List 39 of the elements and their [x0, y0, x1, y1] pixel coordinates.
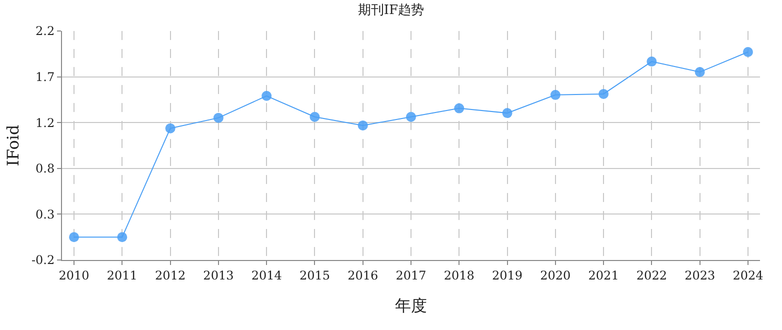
- x-tick-label: 2011: [106, 268, 138, 282]
- point: [262, 90, 272, 101]
- point: [694, 67, 705, 78]
- y-tick-label: 1.2: [36, 116, 55, 130]
- point: [550, 90, 560, 100]
- chart-title: 期刊IF趋势: [358, 3, 424, 18]
- x-tick-label: 2017: [396, 268, 426, 282]
- x-tick-label: 2013: [203, 268, 234, 282]
- y-tick-label: -0.2: [31, 253, 55, 268]
- point: [742, 46, 753, 57]
- point: [213, 112, 224, 123]
- x-tick-label: 2015: [299, 268, 330, 282]
- x-tick-label: 2021: [588, 268, 619, 282]
- point: [646, 56, 657, 67]
- x-tick-label: 2012: [155, 268, 186, 282]
- y-axis-title: IFoid: [3, 124, 22, 166]
- x-tick-label: 2019: [492, 268, 523, 282]
- y-tick-label: 0.3: [36, 207, 55, 222]
- point: [358, 120, 368, 130]
- y-tick-label: 0.8: [36, 162, 55, 176]
- x-axis-title: 年度: [395, 296, 427, 316]
- point: [406, 112, 416, 122]
- x-tick-label: 2018: [444, 268, 474, 282]
- x-tick-label: 2020: [540, 268, 571, 282]
- point: [69, 232, 80, 242]
- x-tick-label: 2024: [732, 268, 764, 282]
- point: [165, 123, 176, 134]
- point: [502, 108, 512, 118]
- x-tick-label: 2014: [251, 268, 282, 282]
- x-tick-label: 2010: [58, 268, 90, 282]
- point: [310, 112, 320, 122]
- x-tick-label: 2023: [684, 268, 716, 282]
- x-tick-label: 2016: [348, 268, 378, 282]
- point: [117, 232, 128, 242]
- y-tick-label: 1.7: [36, 70, 55, 84]
- point: [598, 88, 609, 99]
- y-tick-label: 2.2: [36, 24, 55, 38]
- point: [454, 103, 464, 114]
- x-tick-label: 2022: [636, 268, 667, 282]
